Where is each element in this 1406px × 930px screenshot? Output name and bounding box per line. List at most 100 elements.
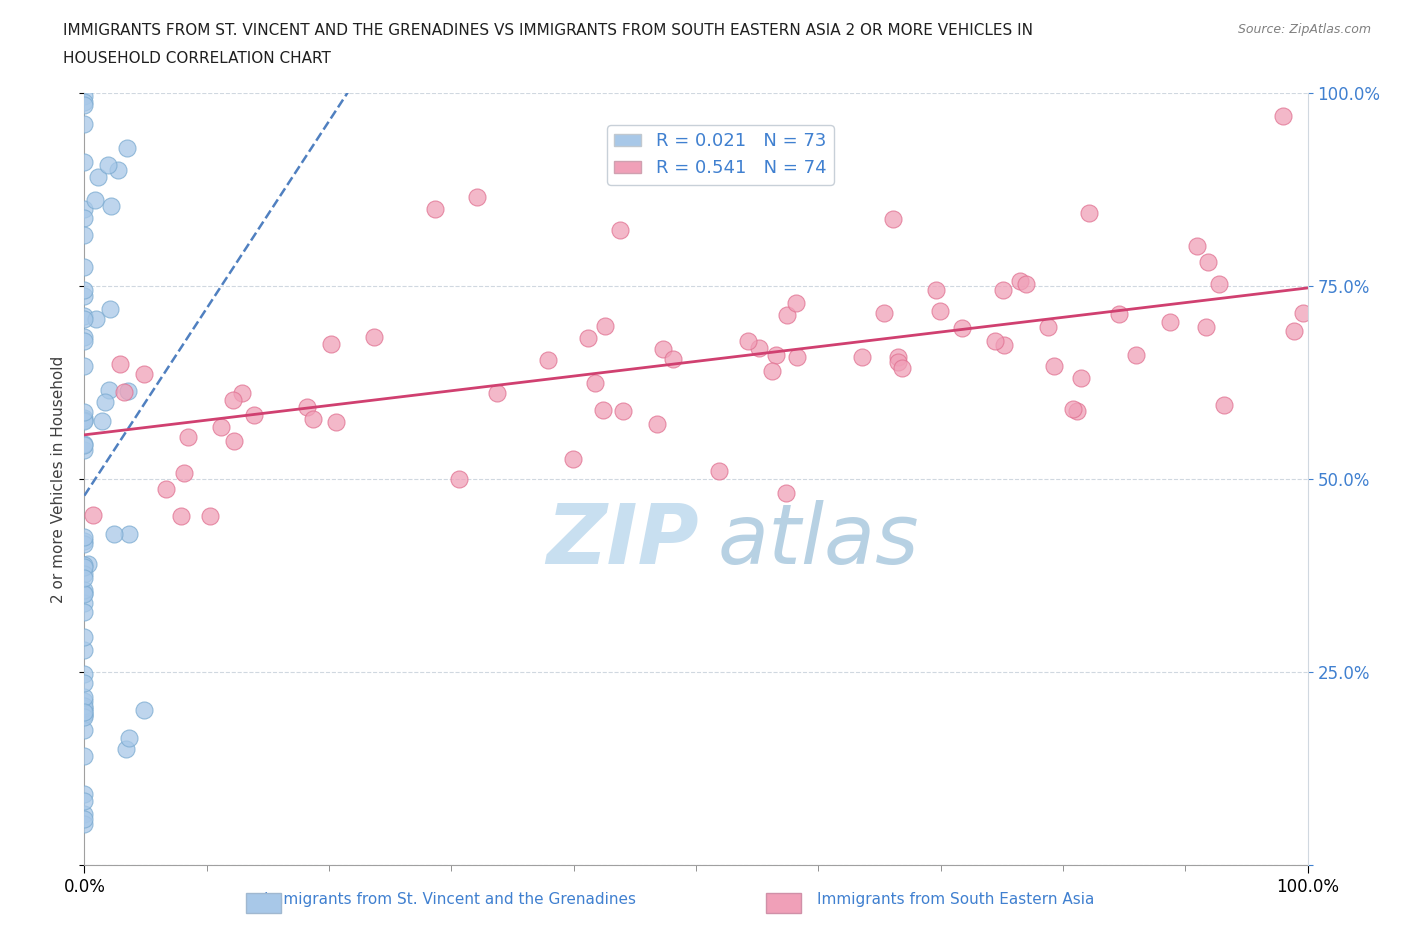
Point (73, 410, 96, 425)
Point (73, 288, 96, 303)
Point (363, 329, 385, 344)
Point (295, 400, 318, 415)
Point (886, 354, 908, 369)
Point (737, 334, 759, 349)
Point (1213, 398, 1236, 413)
Point (73, 116, 96, 131)
Point (890, 360, 912, 375)
Point (115, 741, 138, 756)
Point (73, 559, 96, 574)
Point (882, 212, 904, 227)
Point (73, 583, 96, 598)
Text: HOUSEHOLD CORRELATION CHART: HOUSEHOLD CORRELATION CHART (63, 51, 332, 66)
Point (302, 411, 325, 426)
Text: IMMIGRANTS FROM ST. VINCENT AND THE GRENADINES VS IMMIGRANTS FROM SOUTH EASTERN : IMMIGRANTS FROM ST. VINCENT AND THE GREN… (63, 23, 1033, 38)
Point (872, 306, 894, 321)
Point (73, 708, 96, 723)
Point (173, 466, 195, 481)
Point (73, 414, 96, 429)
Text: atlas: atlas (717, 500, 920, 581)
Point (1010, 273, 1032, 288)
Point (100, 198, 122, 213)
Point (134, 702, 156, 717)
Point (84, 312, 107, 326)
Point (449, 472, 471, 486)
Legend: R = 0.021   N = 73, R = 0.541   N = 74: R = 0.021 N = 73, R = 0.541 N = 74 (607, 126, 834, 185)
Text: Immigrants from South Eastern Asia: Immigrants from South Eastern Asia (817, 892, 1095, 907)
Point (1197, 255, 1219, 270)
Point (73, 676, 96, 691)
Point (73, 585, 96, 600)
Point (73, 443, 96, 458)
Point (319, 337, 342, 352)
Point (209, 419, 232, 434)
Point (222, 433, 245, 448)
Point (73, 689, 96, 704)
Point (73, 595, 96, 610)
Point (77, 557, 100, 572)
Point (651, 341, 673, 356)
Point (645, 417, 668, 432)
Point (1159, 314, 1181, 329)
Point (222, 392, 245, 407)
Point (73, 723, 96, 737)
Point (1062, 401, 1084, 416)
Point (103, 526, 125, 541)
Point (73, 817, 96, 831)
Point (467, 190, 489, 205)
Point (118, 731, 141, 746)
Point (925, 282, 948, 297)
Point (73, 436, 96, 451)
Point (73, 98, 96, 113)
Text: Source: ZipAtlas.com: Source: ZipAtlas.com (1237, 23, 1371, 36)
Point (1208, 276, 1230, 291)
Point (73, 330, 96, 345)
Point (748, 340, 770, 355)
Point (73, 587, 96, 602)
Point (73, 530, 96, 545)
Point (73, 312, 96, 326)
Point (177, 429, 200, 444)
Point (242, 407, 264, 422)
Point (707, 463, 730, 478)
Point (231, 385, 253, 400)
Point (761, 363, 783, 378)
Point (775, 308, 797, 323)
Point (73, 787, 96, 802)
Point (73, 707, 96, 722)
Point (84, 193, 107, 207)
Point (115, 140, 138, 155)
Point (73, 694, 96, 709)
Point (73, 604, 96, 619)
Point (94, 394, 117, 409)
Point (765, 347, 787, 362)
Point (775, 485, 797, 500)
Point (73, 811, 96, 826)
Point (73, 412, 96, 427)
Point (1272, 109, 1295, 124)
Point (950, 320, 973, 335)
Point (661, 352, 683, 366)
Point (929, 304, 952, 319)
Point (73, 227, 96, 242)
Point (98, 302, 121, 317)
Point (1282, 324, 1305, 339)
Point (993, 338, 1015, 352)
Point (73, 437, 96, 452)
Point (198, 509, 221, 524)
Point (73, 334, 96, 349)
Point (82, 507, 104, 522)
Point (991, 283, 1014, 298)
Point (73, 702, 96, 717)
Point (73, 667, 96, 682)
Point (576, 330, 599, 345)
Point (73, 630, 96, 644)
Point (73, 534, 96, 549)
Text: ZIP: ZIP (547, 500, 699, 581)
Point (785, 296, 807, 311)
Point (851, 349, 873, 364)
Point (1187, 239, 1209, 254)
Point (117, 384, 139, 399)
Point (609, 222, 631, 237)
Point (170, 509, 193, 524)
